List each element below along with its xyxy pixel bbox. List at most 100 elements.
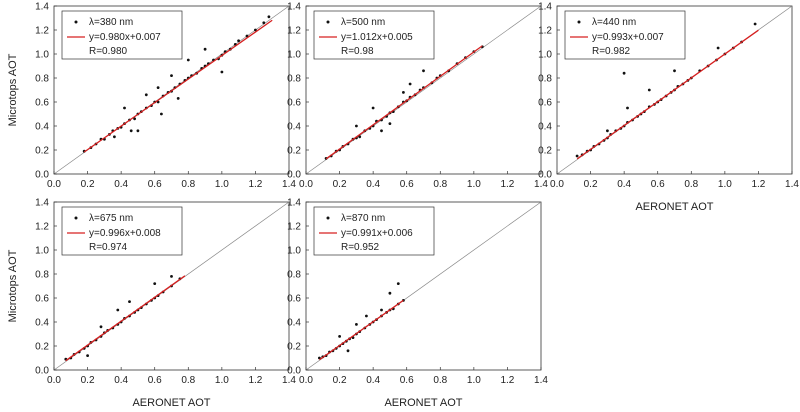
data-point (396, 282, 400, 285)
legend: λ=870 nm y=0.991x+0.006 R=0.952 (313, 206, 435, 256)
data-point (116, 308, 120, 312)
y-tick-label: 0.0 (35, 170, 49, 181)
fit-line (576, 29, 759, 160)
y-tick-label: 1.2 (35, 26, 49, 37)
y-tick-label: 0.0 (287, 366, 301, 377)
x-tick-label: 1.0 (467, 375, 481, 386)
data-point (402, 91, 405, 94)
data-point (170, 275, 173, 278)
y-tick-label: 0.6 (287, 98, 301, 109)
data-point (346, 349, 350, 353)
legend-fit-equation: y=0.996x+0.008 (89, 228, 161, 239)
data-point (262, 21, 266, 25)
data-point (113, 135, 116, 139)
y-tick-label: 0.4 (538, 122, 552, 133)
x-tick-label: 0.4 (617, 179, 631, 190)
data-point (365, 314, 368, 318)
legend-point-marker (577, 20, 581, 24)
y-tick-label: 0.0 (538, 170, 552, 181)
data-point (575, 154, 579, 158)
data-point (123, 106, 126, 110)
data-point (156, 86, 160, 89)
y-tick-label: 0.2 (35, 342, 49, 353)
data-point (753, 22, 757, 26)
x-axis-label: AERONET AOT (635, 201, 713, 213)
x-tick-label: 0.2 (81, 179, 95, 190)
x-tick-label: 0.6 (148, 375, 162, 386)
chart-panel-5: 0.00.0 0.2 0.2 0.4 0.4 0.6 0.6 0.8 0.8 1.0 1.0 1.2 1… (287, 198, 548, 410)
chart-panel-4: 0.00.0 0.2 0.2 0.4 0.4 0.6 0.6 0.8 0.8 1.0 1.0 1.2 1… (7, 198, 296, 387)
data-point (388, 291, 392, 295)
legend-point-marker (326, 216, 330, 220)
x-tick-label: 0.8 (684, 179, 698, 190)
y-tick-label: 0.8 (538, 74, 552, 85)
x-tick-label: 0.8 (181, 179, 195, 190)
data-point (86, 354, 89, 357)
legend-series-label: λ=675 nm (89, 213, 133, 224)
x-tick-label: 0.0 (299, 179, 313, 190)
data-point (622, 71, 626, 75)
x-tick-label: 1.2 (500, 375, 514, 386)
legend: λ=500 nm y=1.012x+0.005 R=0.98 (313, 10, 435, 60)
y-tick-label: 0.8 (35, 270, 49, 281)
fit-line (65, 275, 186, 362)
x-tick-label: 1.4 (534, 179, 548, 190)
x-tick-label: 1.2 (751, 179, 765, 190)
x-tick-label: 0.6 (400, 179, 414, 190)
y-tick-label: 1.4 (538, 2, 552, 13)
y-tick-label: 0.4 (35, 122, 49, 133)
x-tick-label: 1.4 (282, 179, 296, 190)
data-point (254, 28, 257, 32)
chart-panel-2: 0.00.0 0.2 0.2 0.4 0.4 0.6 0.6 0.8 0.8 1.0 1.0 1.2 1… (287, 2, 548, 191)
y-tick-label: 0.4 (287, 318, 301, 329)
x-axis-label: AERONET AOT (132, 397, 210, 409)
y-tick-label: 0.6 (287, 294, 301, 305)
plot-frame (53, 201, 290, 371)
y-tick-label: 1.4 (35, 2, 49, 13)
data-point (220, 70, 224, 74)
plot-frame (305, 5, 542, 175)
y-tick-label: 1.2 (287, 222, 301, 233)
legend-fit-equation: y=1.012x+0.005 (341, 32, 413, 43)
plot-frame (556, 5, 793, 175)
legend-box (61, 206, 183, 256)
data-point (133, 117, 137, 121)
data-point (160, 112, 163, 116)
x-tick-label: 0.2 (584, 179, 598, 190)
x-tick-label: 0.8 (433, 179, 447, 190)
data-point (422, 69, 425, 73)
y-tick-label: 0.0 (287, 170, 301, 181)
y-tick-label: 1.0 (287, 50, 301, 61)
data-point (203, 47, 207, 51)
data-point (371, 106, 375, 110)
data-point (144, 93, 148, 97)
y-tick-label: 0.0 (35, 366, 49, 377)
data-point (358, 135, 362, 139)
legend-box (61, 10, 183, 60)
x-tick-label: 0.6 (400, 375, 414, 386)
y-tick-label: 0.6 (538, 98, 552, 109)
legend: λ=675 nm y=0.996x+0.008 R=0.974 (61, 206, 183, 256)
fit-line (83, 19, 273, 153)
legend-box (564, 10, 686, 60)
data-point (186, 58, 190, 62)
legend: λ=440 nm y=0.993x+0.007 R=0.982 (564, 10, 686, 60)
y-tick-label: 0.6 (35, 98, 49, 109)
x-tick-label: 0.8 (181, 375, 195, 386)
x-tick-label: 0.4 (366, 179, 380, 190)
x-tick-label: 0.0 (299, 375, 313, 386)
data-point (237, 39, 241, 43)
chart-panel-1: 0.00.0 0.2 0.2 0.4 0.4 0.6 0.6 0.8 0.8 1.0 1.0 1.2 1… (7, 2, 296, 191)
y-tick-label: 0.8 (287, 270, 301, 281)
x-tick-label: 1.4 (534, 375, 548, 386)
y-tick-label: 1.2 (538, 26, 552, 37)
x-tick-label: 0.2 (333, 375, 347, 386)
x-tick-label: 1.0 (467, 179, 481, 190)
data-point (99, 325, 103, 329)
y-tick-label: 1.0 (35, 50, 49, 61)
x-tick-label: 1.0 (215, 179, 229, 190)
data-point (267, 15, 271, 19)
data-point (716, 46, 720, 50)
x-tick-label: 0.6 (651, 179, 665, 190)
